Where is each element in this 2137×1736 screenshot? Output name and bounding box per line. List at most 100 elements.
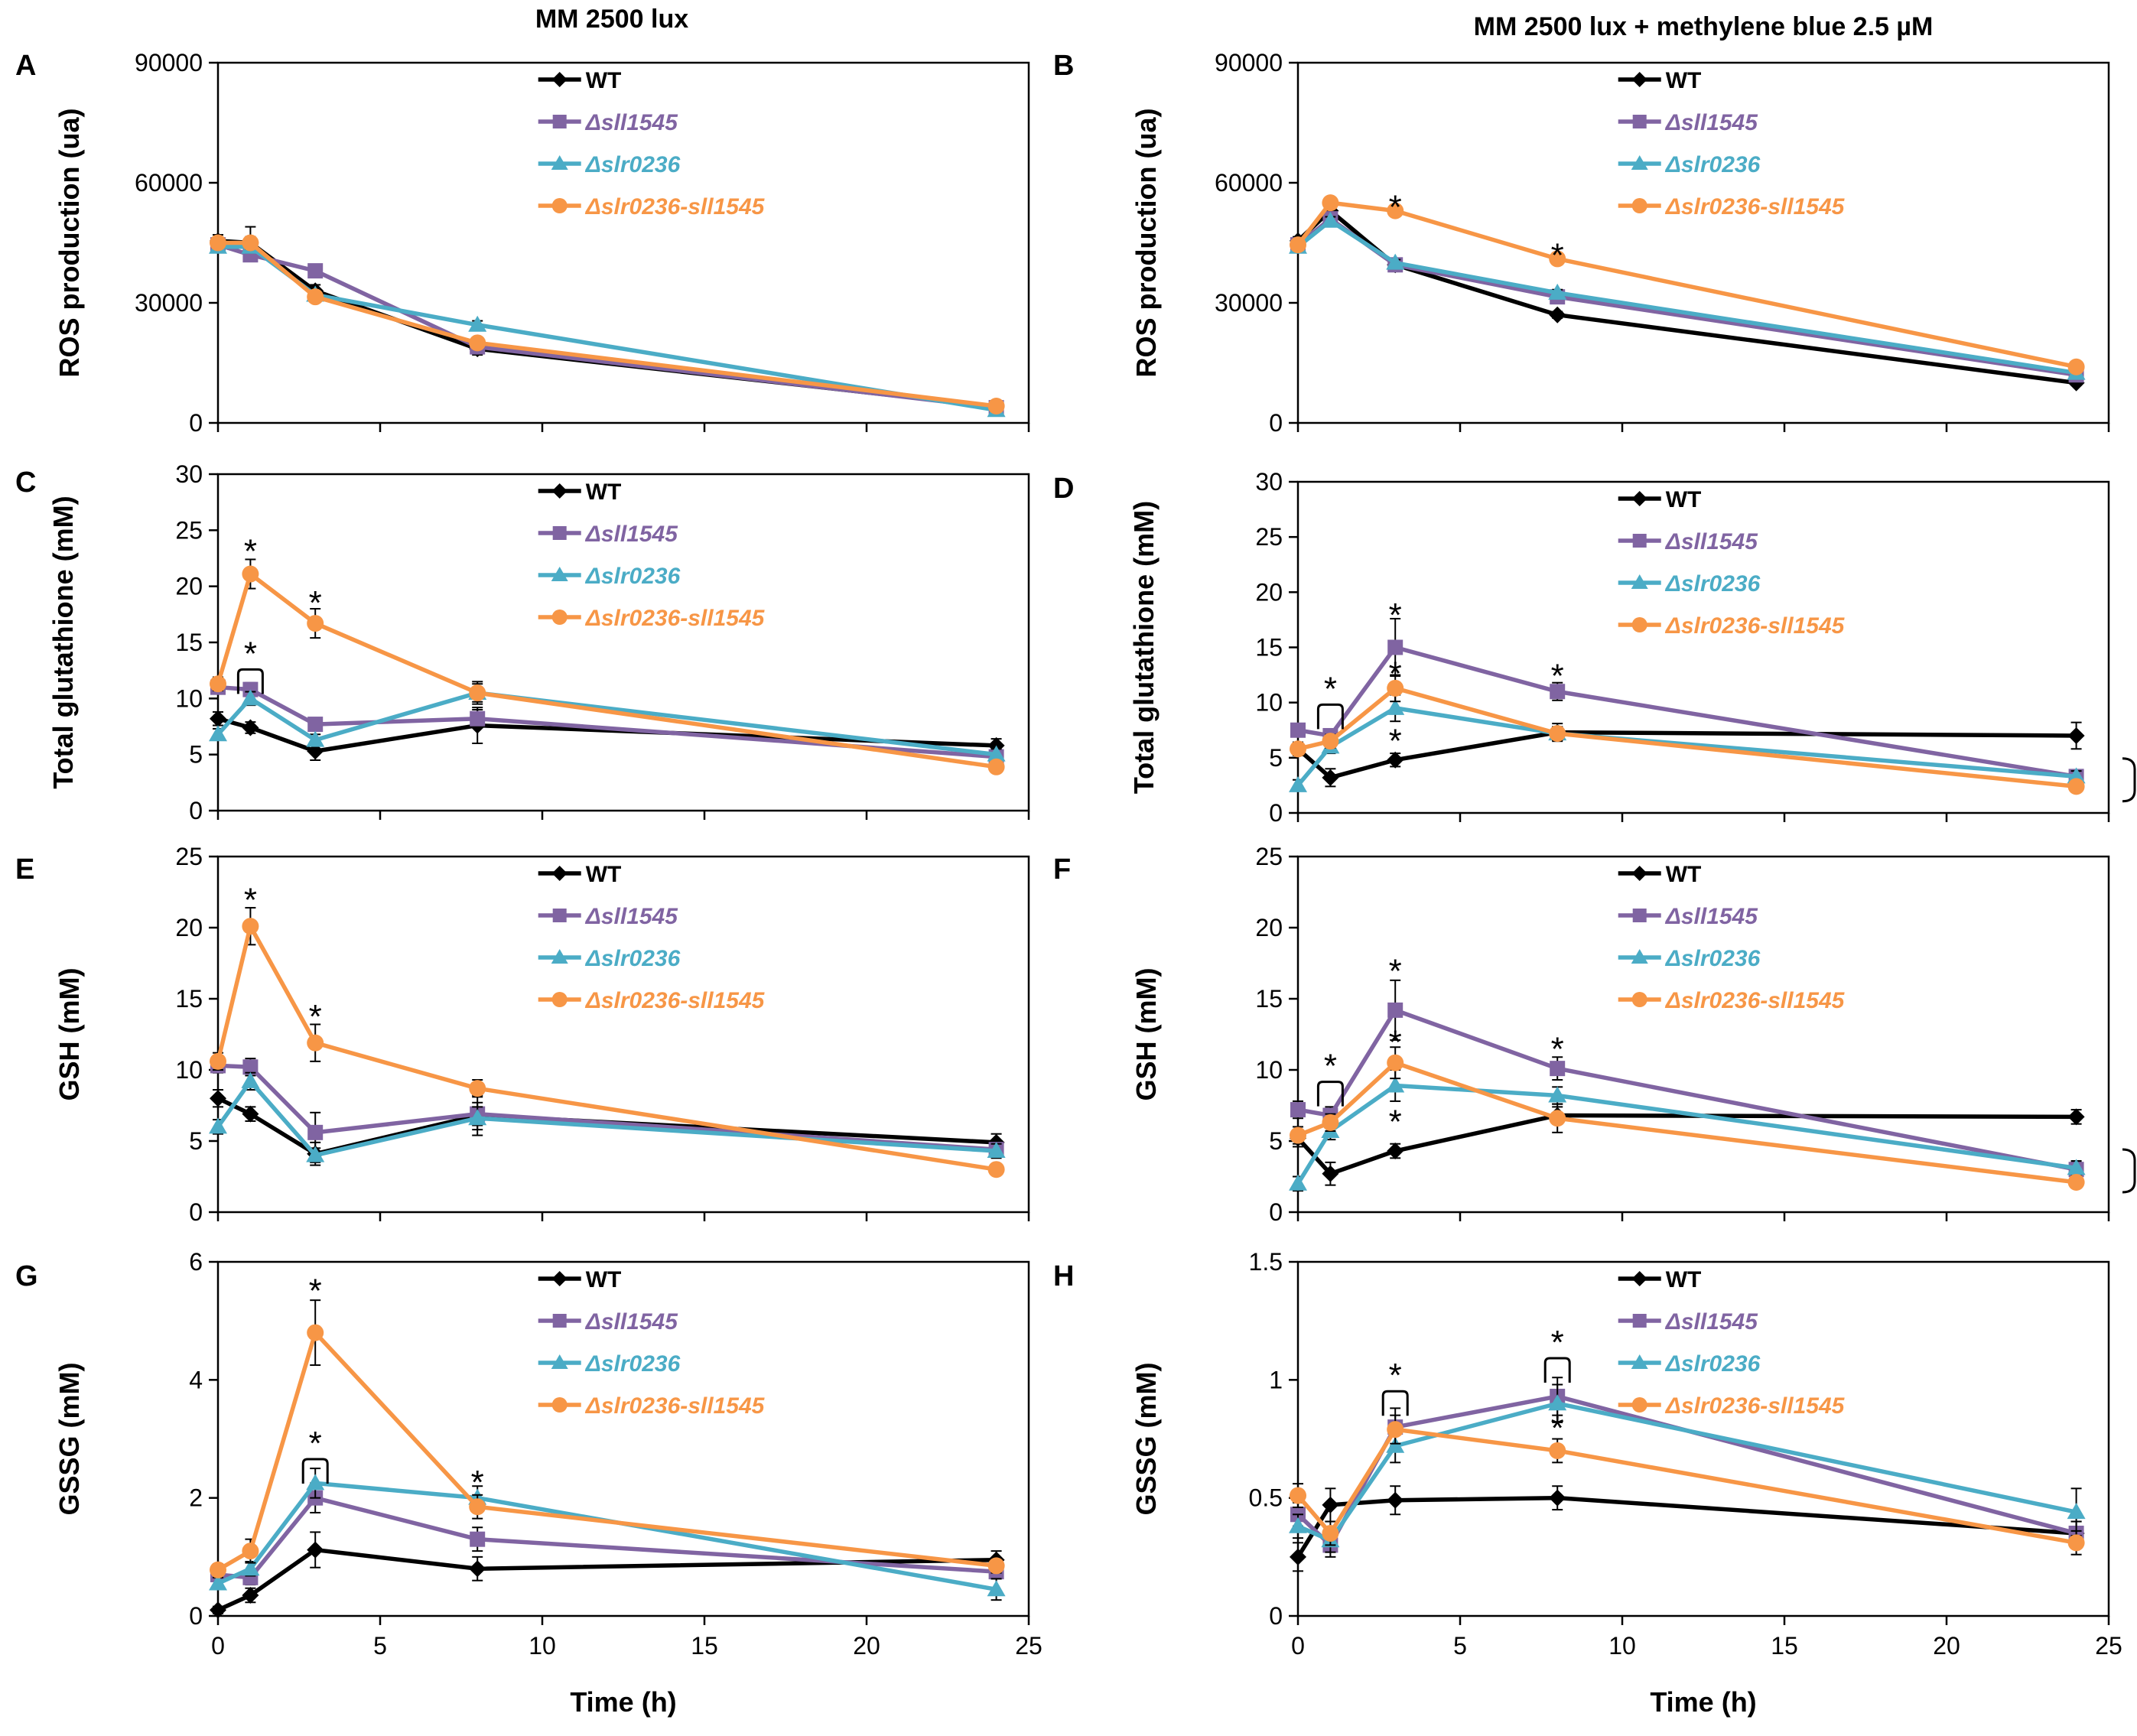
data-point: [2067, 1159, 2086, 1175]
legend-label: Δslr0236-sll1545: [585, 606, 766, 631]
series-2: [1289, 1383, 2086, 1553]
significance-star: *: [1389, 1357, 1402, 1394]
y-tick-label: 0: [1269, 799, 1283, 827]
series-3: [210, 558, 1005, 775]
series-line: [1296, 218, 2077, 375]
data-point: [210, 710, 226, 727]
series-3: [1290, 1414, 2085, 1556]
data-point: [987, 1161, 1005, 1178]
column-title-right: MM 2500 lux + methylene blue 2.5 µM: [1474, 12, 1934, 41]
series-2: [1289, 694, 2086, 792]
y-tick-label: 0.5: [1249, 1484, 1283, 1512]
legend-label: WT: [586, 68, 622, 93]
series-line: [1296, 730, 2077, 780]
data-point: [242, 234, 259, 252]
data-point: [1322, 1113, 1339, 1131]
data-point: [2067, 767, 2086, 784]
legend-label: WT: [586, 862, 622, 887]
series-1: [210, 237, 1004, 416]
legend-marker: [551, 155, 568, 170]
series-0: [1290, 1485, 2085, 1572]
data-point: [2067, 727, 2085, 744]
y-tick-label: 30: [175, 460, 203, 488]
x-tick-label: 0: [1291, 1632, 1305, 1660]
x-tick-label: 5: [373, 1632, 387, 1660]
series-3: [210, 234, 1005, 415]
legend-label: Δsll1545: [585, 1309, 679, 1335]
data-point: [1386, 1076, 1405, 1093]
y-tick-label: 0: [189, 1602, 203, 1630]
significance-star: *: [309, 584, 322, 622]
series-3: [1290, 194, 2085, 375]
data-point: [1387, 751, 1404, 769]
data-point: [1387, 639, 1404, 655]
series-line: [1296, 200, 2077, 369]
data-point: [1322, 1496, 1339, 1513]
legend-label: Δslr0236: [1665, 946, 1761, 971]
y-tick-label: 60000: [135, 169, 203, 197]
legend-marker: [1631, 617, 1647, 632]
significance-bracket: [1316, 1081, 1344, 1107]
data-point: [306, 1146, 325, 1162]
y-tick-label: 10: [175, 1056, 203, 1084]
y-tick-label: 10: [1255, 1056, 1283, 1084]
y-tick-label: 0: [1269, 1602, 1283, 1630]
y-tick-label: 15: [1255, 985, 1283, 1013]
data-point: [306, 1474, 325, 1491]
x-tick-label: 5: [1453, 1632, 1467, 1660]
data-point: [470, 710, 486, 727]
y-tick-label: 15: [175, 629, 203, 656]
legend-marker: [551, 1354, 568, 1369]
legend-marker: [1631, 1397, 1647, 1413]
legend-label: Δslr0236: [585, 564, 681, 589]
significance-bracket: [301, 1458, 329, 1484]
y-tick-label: 0: [1269, 1198, 1283, 1226]
panel-letter: F: [1053, 853, 1071, 886]
data-point: [210, 234, 226, 252]
data-point: [1387, 1143, 1404, 1160]
plot-frame: [216, 1260, 1030, 1617]
data-point: [1548, 1086, 1567, 1103]
significance-bracket: [1381, 1390, 1409, 1416]
series-line: [216, 1547, 997, 1612]
data-point: [1548, 283, 1567, 300]
data-point: [210, 1052, 226, 1070]
data-point: [242, 1543, 259, 1560]
data-point: [242, 1105, 259, 1123]
panel-letter: E: [15, 853, 34, 886]
y-axis-label: ROS production (ua): [54, 109, 85, 378]
y-tick-label: 25: [1255, 843, 1283, 870]
significance-star: *: [1551, 1324, 1564, 1361]
significance-bracket: [236, 668, 264, 694]
data-point: [1550, 1061, 1566, 1077]
data-point: [1549, 1110, 1566, 1127]
x-tick-label: 0: [211, 1632, 225, 1660]
data-point: [1322, 733, 1339, 750]
legend: WT Δsll1545 Δslr0236 Δslr0236-sll1545: [538, 862, 766, 1013]
data-point: [210, 1090, 226, 1107]
series-line: [216, 571, 997, 769]
y-tick-label: 4: [189, 1366, 203, 1393]
chart-panel-b: B 0 30000 60000 90000 ROS production (ua) * * WT…: [1053, 49, 2110, 437]
significance-bracket: [1316, 703, 1344, 730]
data-point: [209, 725, 227, 742]
legend-marker: [551, 1271, 568, 1286]
data-point: [242, 1059, 259, 1075]
data-point: [1289, 1174, 1307, 1191]
data-point: [987, 1580, 1006, 1597]
significance-star: *: [1551, 1031, 1564, 1068]
legend-marker: [552, 526, 567, 540]
data-point: [987, 398, 1005, 415]
series-line: [217, 239, 997, 409]
y-tick-label: 15: [1255, 634, 1283, 662]
data-point: [987, 758, 1005, 775]
y-tick-label: 25: [1255, 523, 1283, 551]
legend-label: Δslr0236: [1665, 1351, 1761, 1377]
legend-marker: [1631, 72, 1647, 87]
significance-star: *: [1389, 723, 1402, 760]
y-tick-label: 5: [189, 1127, 203, 1155]
data-point: [469, 1080, 486, 1097]
significance-star: *: [1389, 1023, 1402, 1061]
data-point: [241, 1559, 260, 1576]
